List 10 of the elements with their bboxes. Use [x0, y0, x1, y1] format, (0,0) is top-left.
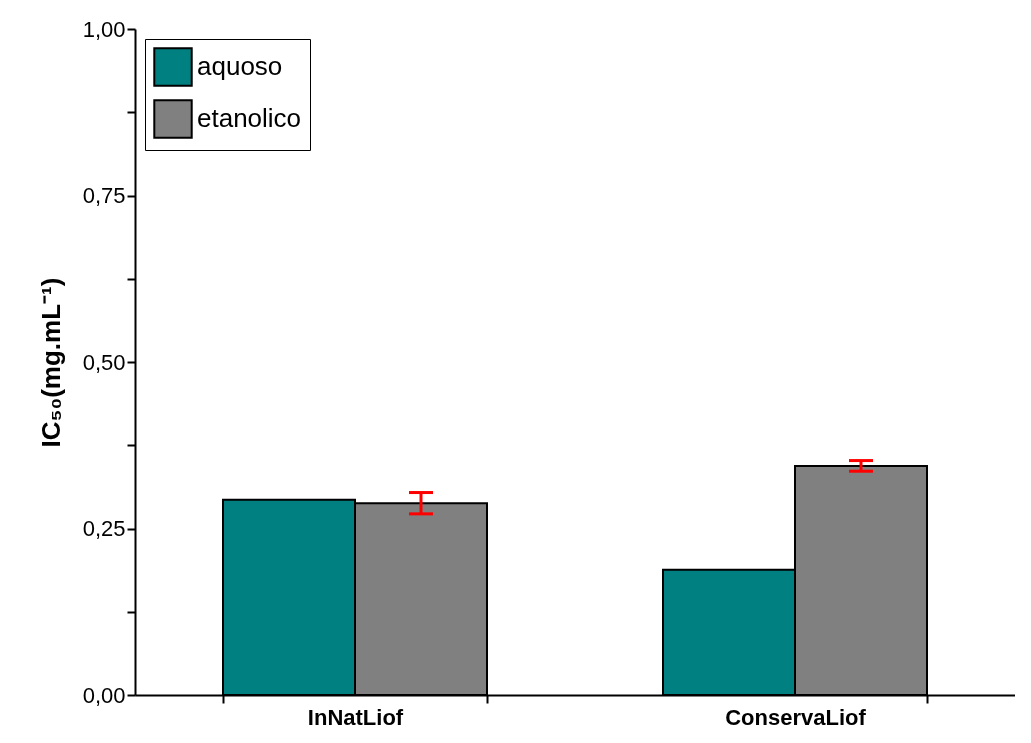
y-tick-label: 0,50	[82, 349, 126, 375]
x-tick-label: ConservaLiof	[725, 704, 867, 730]
x-tick-label: InNatLiof	[307, 704, 404, 730]
y-tick-label: 0,75	[82, 183, 126, 208]
legend-label: aquoso	[197, 51, 283, 81]
y-tick-label: 0,25	[82, 516, 126, 541]
y-tick-label: 1,00	[82, 16, 126, 42]
y-axis-title: IC₅₀(mg.mL⁻¹)	[35, 277, 66, 448]
legend-label: etanolico	[197, 103, 302, 133]
y-tick-label: 0,00	[82, 682, 126, 708]
